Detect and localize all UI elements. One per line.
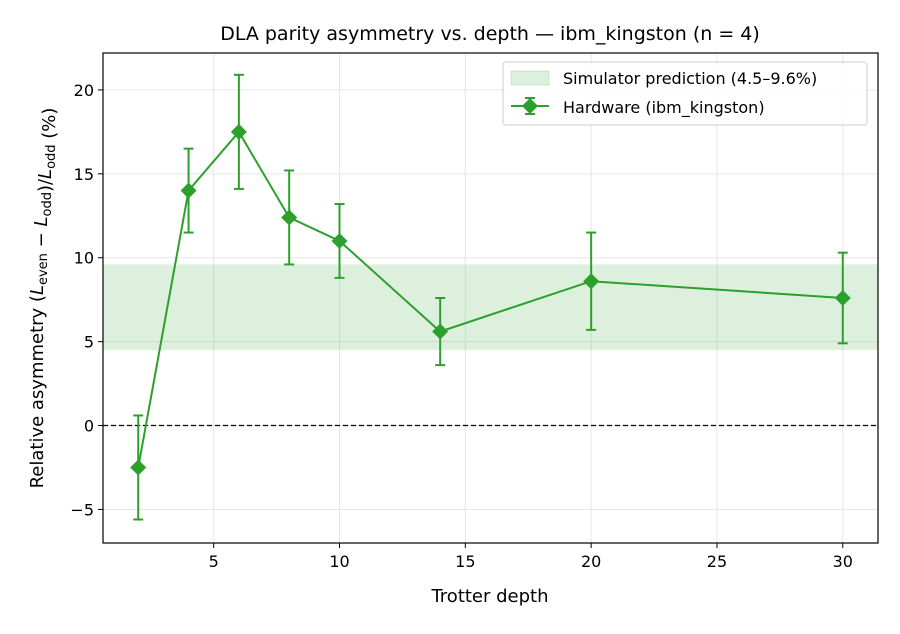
legend-label-band: Simulator prediction (4.5–9.6%) [563,69,817,88]
y-tick-label: 5 [84,333,94,352]
y-tick-label: −5 [70,500,94,519]
series-line [137,130,843,468]
y-tick-label: 10 [74,249,94,268]
data-point [331,232,348,249]
legend: Simulator prediction (4.5–9.6%) Hardware… [502,61,868,126]
y-axis-ticks: −5 0 5 10 15 20 [70,81,103,519]
x-tick-label: 25 [707,552,727,571]
legend-label-hardware: Hardware (ibm_kingston) [563,98,765,118]
x-tick-label: 5 [209,552,219,571]
y-axis-label: Relative asymmetry (Leven − Lodd)/Lodd (… [27,108,60,489]
series-hardware [130,73,851,521]
legend-band-swatch [510,70,550,86]
x-tick-label: 10 [329,552,349,571]
x-axis-label: Trotter depth [430,586,548,607]
data-point [130,459,147,476]
legend-hardware-swatch [511,97,549,115]
chart-title: DLA parity asymmetry vs. depth — ibm_kin… [220,23,760,45]
legend-frame [502,61,868,126]
y-tick-label: 20 [74,81,94,100]
simulator-band [103,264,878,351]
data-point [230,123,247,140]
x-tick-label: 20 [581,552,601,571]
x-tick-label: 30 [833,552,853,571]
x-tick-label: 15 [455,552,475,571]
data-point [834,290,851,306]
data-point [432,323,449,340]
data-point [583,273,600,290]
y-tick-label: 15 [74,165,94,184]
legend-marker [522,98,538,114]
plot-frame [102,52,879,544]
data-point [281,209,298,226]
x-axis-ticks: 5 10 15 20 25 30 [209,543,853,571]
data-point [180,182,197,199]
y-tick-label: 0 [84,417,94,436]
